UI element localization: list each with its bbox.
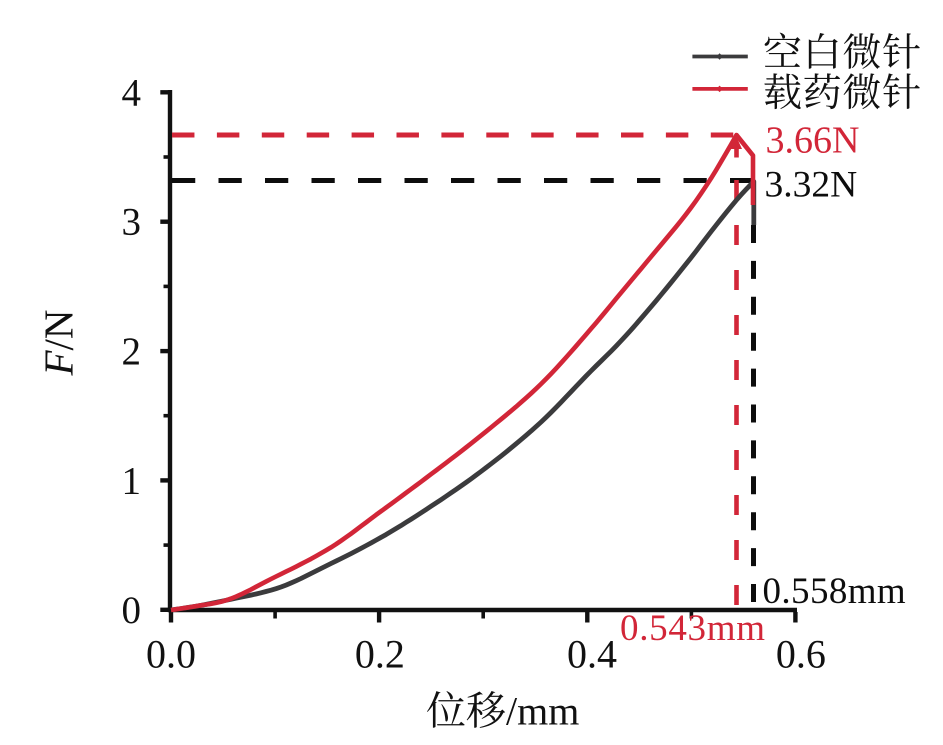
svg-text:F/N: F/N bbox=[36, 309, 82, 376]
svg-text:1: 1 bbox=[122, 459, 142, 502]
svg-text:0.6: 0.6 bbox=[776, 632, 826, 677]
svg-text:0.543mm: 0.543mm bbox=[620, 608, 766, 649]
svg-text:2: 2 bbox=[122, 330, 142, 373]
svg-text:0.4: 0.4 bbox=[567, 632, 617, 677]
svg-text:0: 0 bbox=[122, 589, 142, 632]
svg-text:3.66N: 3.66N bbox=[766, 120, 860, 162]
svg-text:0.558mm: 0.558mm bbox=[763, 571, 907, 612]
svg-text:4: 4 bbox=[122, 71, 142, 114]
svg-text:3: 3 bbox=[122, 201, 142, 244]
svg-text:/mm: /mm bbox=[506, 689, 579, 734]
svg-text:3.32N: 3.32N bbox=[765, 165, 858, 206]
svg-text:0.2: 0.2 bbox=[355, 632, 405, 677]
svg-text:0.0: 0.0 bbox=[146, 632, 196, 677]
